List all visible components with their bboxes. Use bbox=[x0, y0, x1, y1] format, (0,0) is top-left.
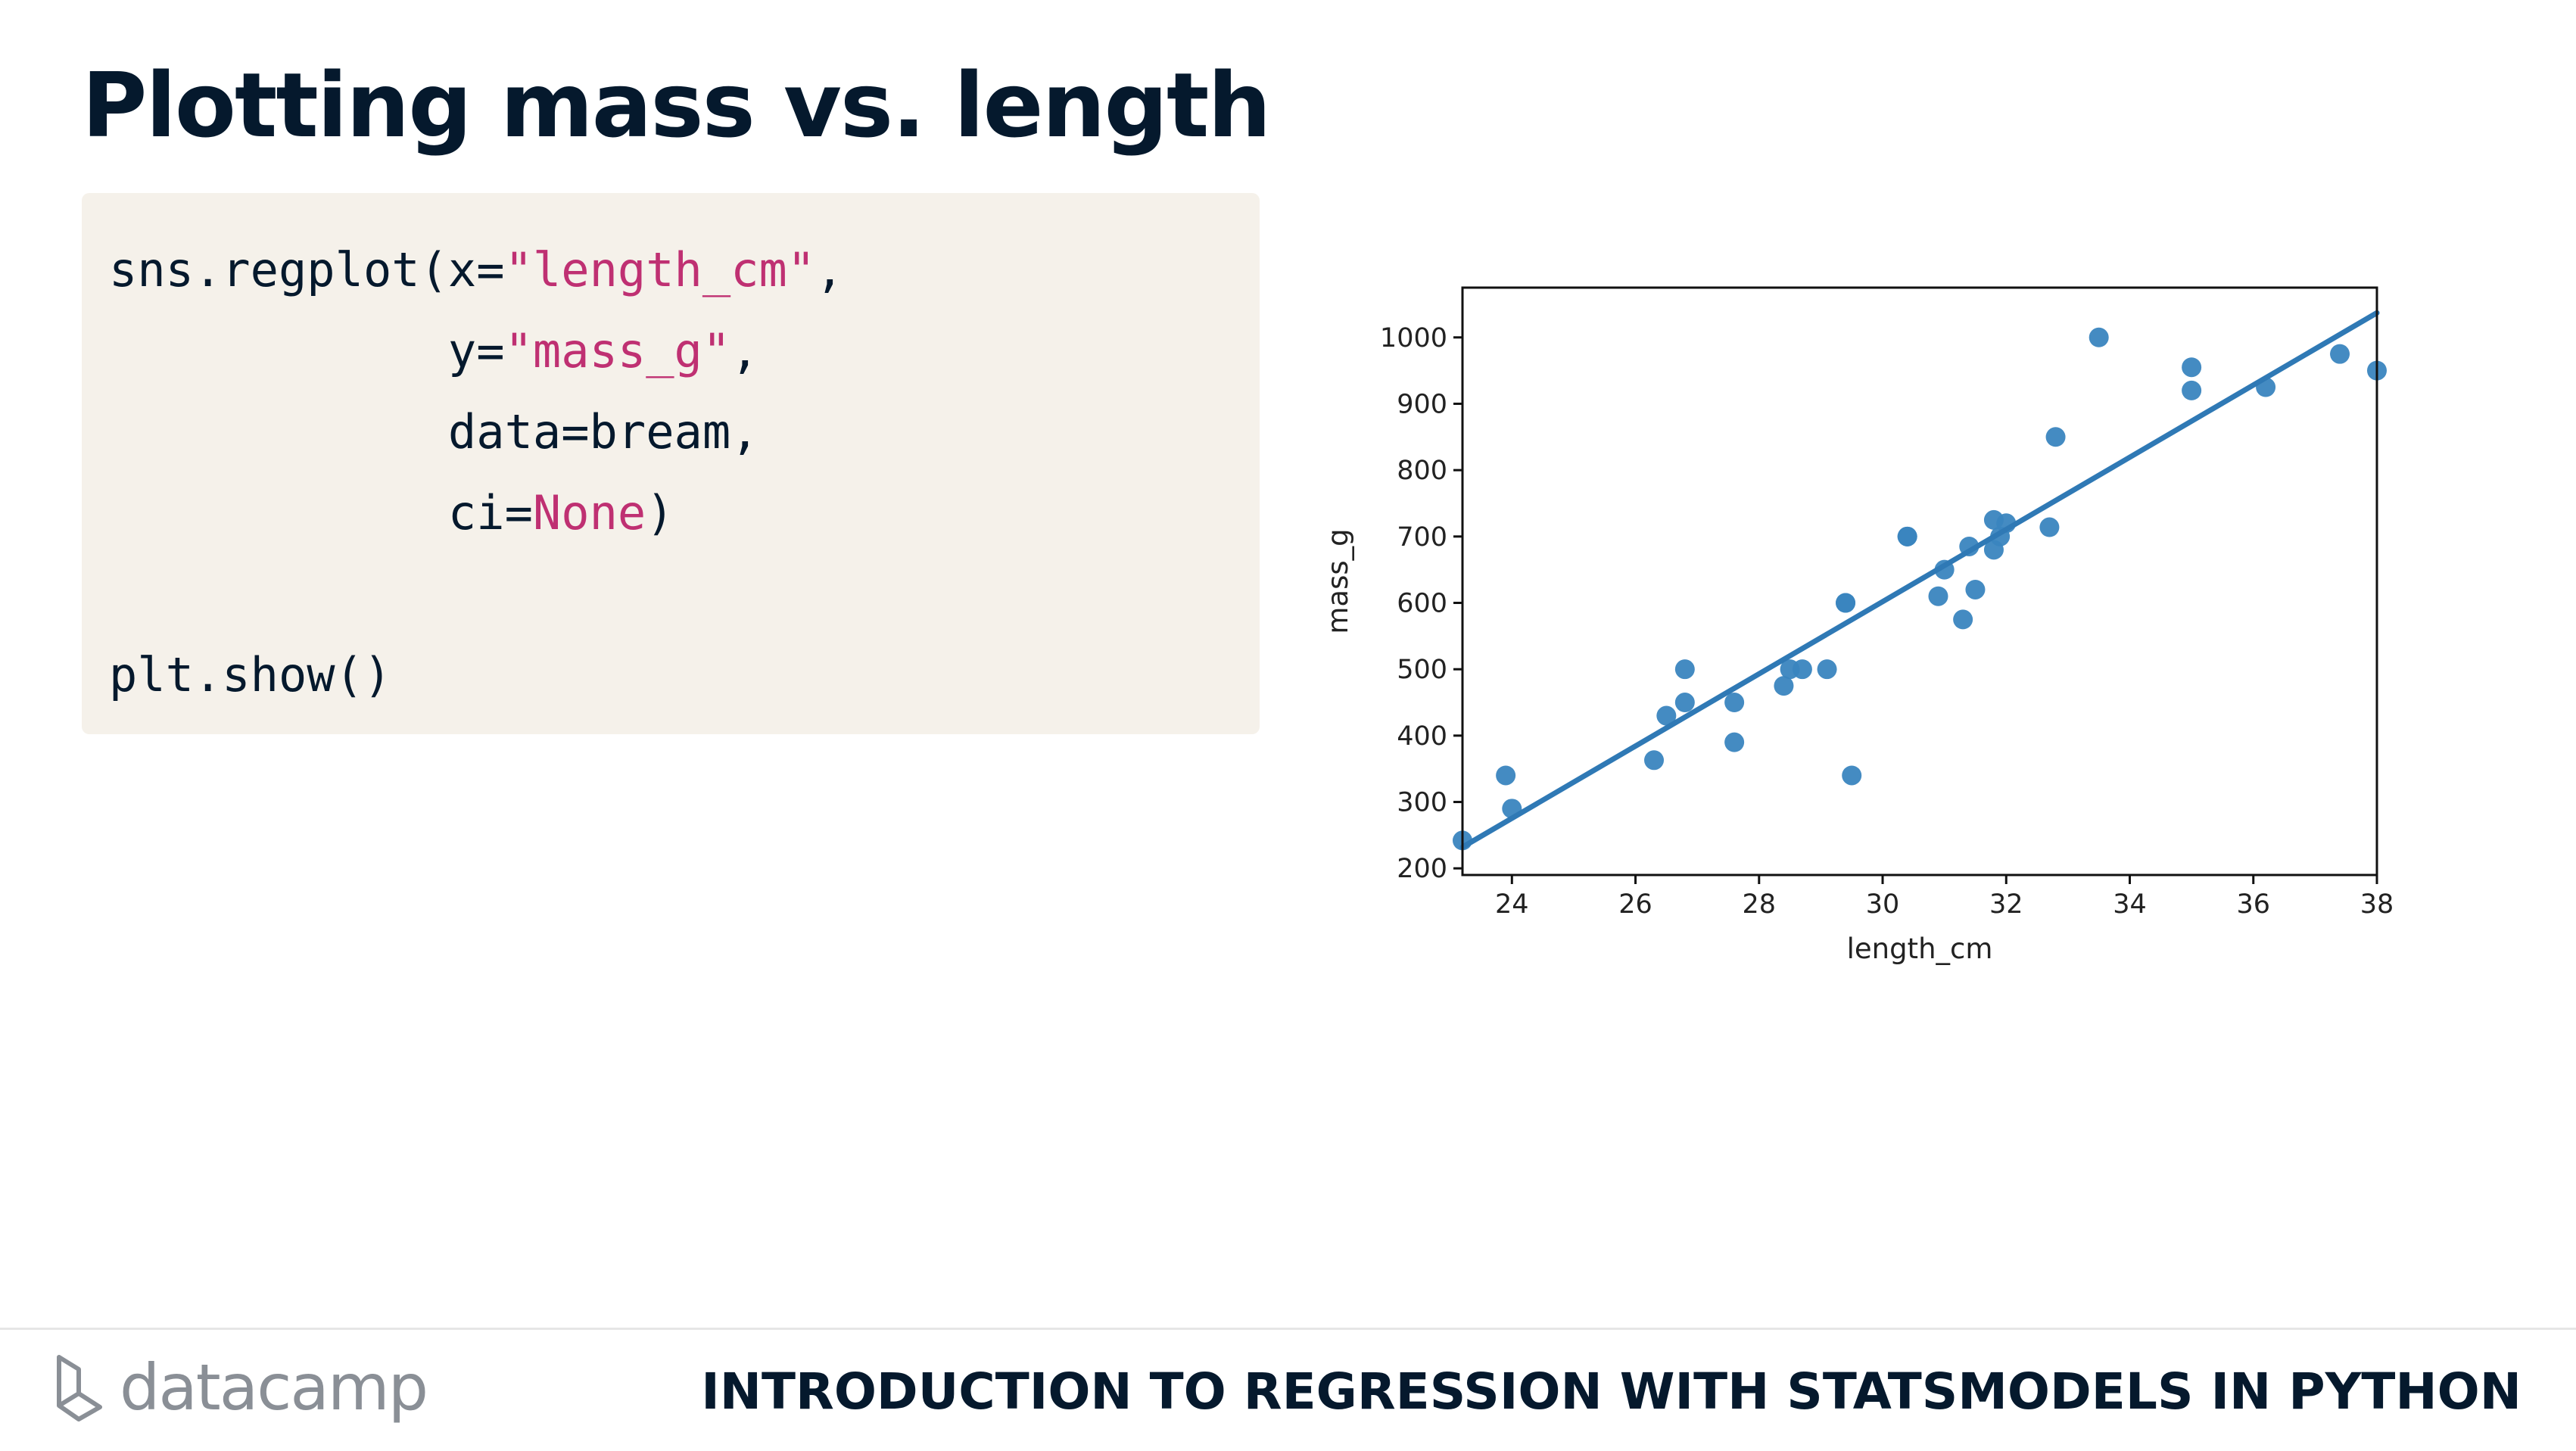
data-point bbox=[1817, 659, 1837, 680]
x-tick-label: 28 bbox=[1743, 889, 1777, 920]
data-point bbox=[1674, 693, 1695, 713]
logo-text: datacamp bbox=[120, 1350, 428, 1425]
data-point bbox=[1897, 526, 1917, 546]
course-title: INTRODUCTION TO REGRESSION WITH STATSMOD… bbox=[701, 1362, 2521, 1421]
data-point bbox=[1496, 765, 1516, 786]
chart-svg: 24 26 28 30 32 34 36 38 200 300 400 500 600 700 800 900… bbox=[1325, 286, 2394, 965]
data-point bbox=[1928, 586, 1948, 606]
data-point bbox=[1644, 750, 1665, 771]
code-line-1: sns.regplot(x="length_cm", bbox=[109, 242, 844, 297]
code-line-6: plt.show() bbox=[109, 647, 392, 702]
data-point bbox=[1836, 593, 1856, 613]
data-point bbox=[1774, 676, 1794, 696]
regression-line-group bbox=[1459, 310, 2380, 850]
y-tick-label: 400 bbox=[1397, 721, 1447, 752]
data-point bbox=[1965, 579, 1986, 599]
y-tick-label: 600 bbox=[1397, 588, 1447, 618]
x-tick-label: 36 bbox=[2236, 889, 2270, 920]
code-line-3: data=bream, bbox=[109, 404, 759, 459]
x-tick-label: 24 bbox=[1495, 889, 1529, 920]
plot-frame bbox=[1461, 286, 2378, 877]
scatter-chart: 24 26 28 30 32 34 36 38 200 300 400 500 600 700 800 900… bbox=[1325, 272, 2415, 992]
x-tick-label: 34 bbox=[2113, 889, 2147, 920]
code-token: , bbox=[815, 242, 844, 297]
y-tick-label: 900 bbox=[1397, 389, 1447, 419]
footer-divider bbox=[0, 1328, 2576, 1330]
data-point bbox=[2182, 380, 2202, 400]
regression-line bbox=[1459, 310, 2380, 850]
code-keyword: None bbox=[532, 485, 646, 540]
x-tick-label: 30 bbox=[1866, 889, 1900, 920]
code-line-4: ci=None) bbox=[109, 485, 674, 540]
x-tick-label: 38 bbox=[2360, 889, 2394, 920]
code-token: y= bbox=[109, 323, 505, 378]
code-block: sns.regplot(x="length_cm", y="mass_g", d… bbox=[82, 193, 1260, 734]
x-tick-label: 32 bbox=[1989, 889, 2023, 920]
x-tick-label: 26 bbox=[1618, 889, 1652, 920]
datacamp-logo: datacamp bbox=[51, 1350, 428, 1425]
code-token: ) bbox=[646, 485, 674, 540]
y-tick-label: 800 bbox=[1397, 456, 1447, 486]
code-token: sns.regplot(x= bbox=[109, 242, 505, 297]
y-tick-label: 700 bbox=[1397, 522, 1447, 553]
code-string: "mass_g" bbox=[504, 323, 731, 378]
data-point bbox=[2182, 357, 2202, 378]
data-point bbox=[1724, 693, 1745, 713]
page-title: Plotting mass vs. length bbox=[82, 53, 1271, 157]
data-point bbox=[2089, 327, 2109, 347]
code-text: sns.regplot(x="length_cm", y="mass_g", d… bbox=[109, 229, 844, 715]
data-point bbox=[1953, 609, 1973, 630]
code-line-2: y="mass_g", bbox=[109, 323, 759, 378]
data-point bbox=[1842, 765, 1862, 786]
y-tick-label: 1000 bbox=[1380, 323, 1447, 353]
data-point bbox=[1674, 659, 1695, 680]
x-axis-label: length_cm bbox=[1847, 933, 1993, 965]
code-token: , bbox=[730, 323, 759, 378]
data-point bbox=[2045, 427, 2066, 447]
y-tick-label: 500 bbox=[1397, 655, 1447, 685]
data-point bbox=[1656, 705, 1677, 726]
data-point bbox=[1792, 659, 1812, 680]
data-point bbox=[1724, 732, 1745, 752]
y-tick-label: 300 bbox=[1397, 788, 1447, 818]
axis-ticks: 24 26 28 30 32 34 36 38 200 300 400 500 600 700 800 900… bbox=[1380, 323, 2394, 920]
datacamp-logo-icon bbox=[57, 1355, 102, 1421]
code-token: ci= bbox=[109, 485, 533, 540]
y-tick-label: 200 bbox=[1397, 854, 1447, 884]
y-axis-label: mass_g bbox=[1325, 528, 1354, 634]
code-string: "length_cm" bbox=[504, 242, 816, 297]
data-points bbox=[1453, 327, 2387, 851]
data-point bbox=[2039, 517, 2060, 537]
data-point bbox=[2330, 344, 2350, 364]
